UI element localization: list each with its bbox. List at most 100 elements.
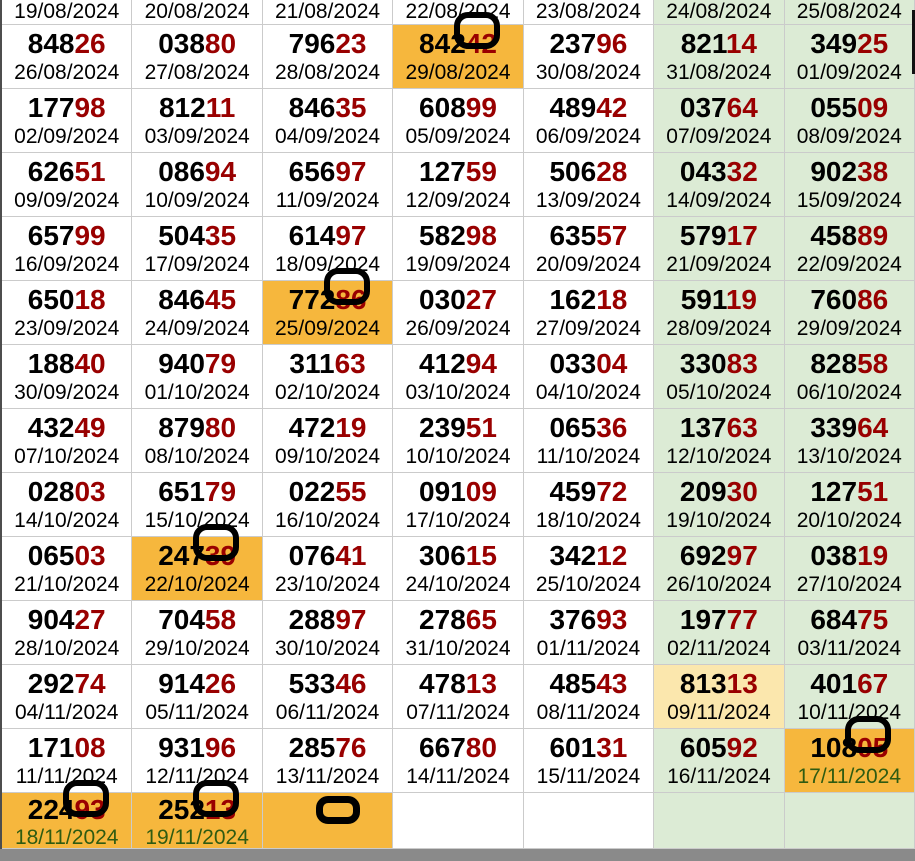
result-cell[interactable]: 33083 05/10/2024 — [654, 345, 785, 409]
result-cell[interactable]: 79623 28/08/2024 — [262, 25, 394, 89]
draw-number: 90427 — [27, 603, 106, 635]
result-cell[interactable]: 66780 14/11/2024 — [393, 729, 524, 793]
result-cell[interactable]: 41294 03/10/2024 — [393, 345, 524, 409]
result-cell[interactable]: 47219 09/10/2024 — [262, 409, 394, 473]
result-cell[interactable]: 34212 25/10/2024 — [523, 537, 655, 601]
result-cell[interactable]: 81211 03/09/2024 — [132, 89, 263, 153]
date-cell[interactable]: 23/08/2024 — [523, 0, 655, 25]
result-cell[interactable]: 19777 02/11/2024 — [654, 601, 785, 665]
result-cell[interactable]: 33964 13/10/2024 — [784, 409, 915, 473]
result-cell[interactable]: 08694 10/09/2024 — [132, 153, 263, 217]
result-cell[interactable]: 16218 27/09/2024 — [523, 281, 655, 345]
result-cell[interactable]: 34925 01/09/2024 — [784, 25, 915, 89]
empty-cell[interactable] — [784, 793, 915, 849]
result-cell[interactable]: 03880 27/08/2024 — [132, 25, 263, 89]
result-cell[interactable]: 09109 17/10/2024 — [393, 473, 524, 537]
result-cell[interactable]: 47813 07/11/2024 — [393, 665, 524, 729]
draw-number: 02803 — [27, 475, 106, 507]
empty-cell[interactable] — [393, 793, 524, 849]
date-cell[interactable]: 19/08/2024 — [2, 0, 133, 25]
result-cell[interactable]: 03819 27/10/2024 — [784, 537, 915, 601]
result-cell[interactable]: 23796 30/08/2024 — [523, 25, 655, 89]
draw-number: 27865 — [419, 603, 497, 635]
draw-number: 06503 — [27, 539, 106, 571]
result-cell[interactable]: 43249 07/10/2024 — [2, 409, 133, 473]
result-cell[interactable]: 63557 20/09/2024 — [523, 217, 655, 281]
result-cell[interactable]: 65697 11/09/2024 — [262, 153, 394, 217]
result-cell[interactable]: 03027 26/09/2024 — [393, 281, 524, 345]
result-cell[interactable]: 22493 18/11/2024 — [2, 780, 133, 849]
result-cell[interactable]: 87980 08/10/2024 — [132, 409, 263, 473]
draw-number: 17108 — [27, 731, 106, 763]
result-cell[interactable]: 59119 28/09/2024 — [654, 281, 785, 345]
result-cell[interactable]: 07641 23/10/2024 — [262, 537, 394, 601]
result-cell[interactable]: 60592 16/11/2024 — [654, 729, 785, 793]
result-cell[interactable]: 17798 02/09/2024 — [2, 89, 133, 153]
date-cell[interactable]: 20/08/2024 — [132, 0, 263, 25]
result-cell[interactable]: 48543 08/11/2024 — [523, 665, 655, 729]
result-cell[interactable]: 94079 01/10/2024 — [132, 345, 263, 409]
result-cell[interactable]: 24739 22/10/2024 — [132, 524, 263, 601]
date-cell[interactable]: 24/08/2024 — [654, 0, 785, 25]
date-cell[interactable]: 25/08/2024 — [784, 0, 915, 25]
result-cell[interactable]: 62651 09/09/2024 — [2, 153, 133, 217]
result-cell[interactable]: 70458 29/10/2024 — [132, 601, 263, 665]
result-cell[interactable]: 58298 19/09/2024 — [393, 217, 524, 281]
empty-cell[interactable] — [262, 793, 394, 849]
result-cell[interactable]: 37693 01/11/2024 — [523, 601, 655, 665]
result-cell[interactable]: 50435 17/09/2024 — [132, 217, 263, 281]
result-cell[interactable]: 91426 05/11/2024 — [132, 665, 263, 729]
result-cell[interactable]: 10805 17/11/2024 — [784, 716, 915, 793]
result-cell[interactable]: 53346 06/11/2024 — [262, 665, 394, 729]
result-cell[interactable]: 90238 15/09/2024 — [784, 153, 915, 217]
result-cell[interactable]: 82858 06/10/2024 — [784, 345, 915, 409]
result-cell[interactable]: 57917 21/09/2024 — [654, 217, 785, 281]
result-cell[interactable]: 23951 10/10/2024 — [393, 409, 524, 473]
result-cell[interactable]: 81313 09/11/2024 — [654, 665, 785, 729]
result-cell[interactable]: 65018 23/09/2024 — [2, 281, 133, 345]
result-cell[interactable]: 03304 04/10/2024 — [523, 345, 655, 409]
result-cell[interactable]: 05509 08/09/2024 — [784, 89, 915, 153]
result-cell[interactable]: 31163 02/10/2024 — [262, 345, 394, 409]
result-cell[interactable]: 27865 31/10/2024 — [393, 601, 524, 665]
horizontal-scrollbar[interactable] — [0, 849, 915, 861]
result-cell[interactable]: 25213 19/11/2024 — [132, 780, 263, 849]
result-cell[interactable]: 60131 15/11/2024 — [523, 729, 655, 793]
result-cell[interactable]: 84242 29/08/2024 — [393, 12, 524, 89]
result-cell[interactable]: 65799 16/09/2024 — [2, 217, 133, 281]
result-cell[interactable]: 06536 11/10/2024 — [523, 409, 655, 473]
result-cell[interactable]: 12759 12/09/2024 — [393, 153, 524, 217]
empty-cell[interactable] — [523, 793, 655, 849]
result-cell[interactable]: 30615 24/10/2024 — [393, 537, 524, 601]
result-cell[interactable]: 82114 31/08/2024 — [654, 25, 785, 89]
result-cell[interactable]: 84645 24/09/2024 — [132, 281, 263, 345]
result-cell[interactable]: 29274 04/11/2024 — [2, 665, 133, 729]
result-cell[interactable]: 60899 05/09/2024 — [393, 89, 524, 153]
result-cell[interactable]: 68475 03/11/2024 — [784, 601, 915, 665]
result-cell[interactable]: 76086 29/09/2024 — [784, 281, 915, 345]
date-cell[interactable]: 21/08/2024 — [262, 0, 394, 25]
result-cell[interactable]: 90427 28/10/2024 — [2, 601, 133, 665]
result-cell[interactable]: 50628 13/09/2024 — [523, 153, 655, 217]
result-cell[interactable]: 69297 26/10/2024 — [654, 537, 785, 601]
result-cell[interactable]: 48942 06/09/2024 — [523, 89, 655, 153]
result-cell[interactable]: 28897 30/10/2024 — [262, 601, 394, 665]
result-cell[interactable]: 20930 19/10/2024 — [654, 473, 785, 537]
result-cell[interactable]: 84635 04/09/2024 — [262, 89, 394, 153]
result-cell[interactable]: 45889 22/09/2024 — [784, 217, 915, 281]
result-cell[interactable]: 28576 13/11/2024 — [262, 729, 394, 793]
result-cell[interactable]: 04332 14/09/2024 — [654, 153, 785, 217]
result-cell[interactable]: 02255 16/10/2024 — [262, 473, 394, 537]
result-cell[interactable]: 18840 30/09/2024 — [2, 345, 133, 409]
result-cell[interactable]: 02803 14/10/2024 — [2, 473, 133, 537]
draw-date: 12/09/2024 — [405, 188, 511, 212]
result-cell[interactable]: 84826 26/08/2024 — [2, 25, 133, 89]
result-cell[interactable]: 93196 12/11/2024 — [132, 729, 263, 793]
empty-cell[interactable] — [654, 793, 785, 849]
result-cell[interactable]: 77286 25/09/2024 — [262, 268, 394, 345]
result-cell[interactable]: 12751 20/10/2024 — [784, 473, 915, 537]
result-cell[interactable]: 03764 07/09/2024 — [654, 89, 785, 153]
result-cell[interactable]: 45972 18/10/2024 — [523, 473, 655, 537]
result-cell[interactable]: 06503 21/10/2024 — [2, 537, 133, 601]
result-cell[interactable]: 13763 12/10/2024 — [654, 409, 785, 473]
